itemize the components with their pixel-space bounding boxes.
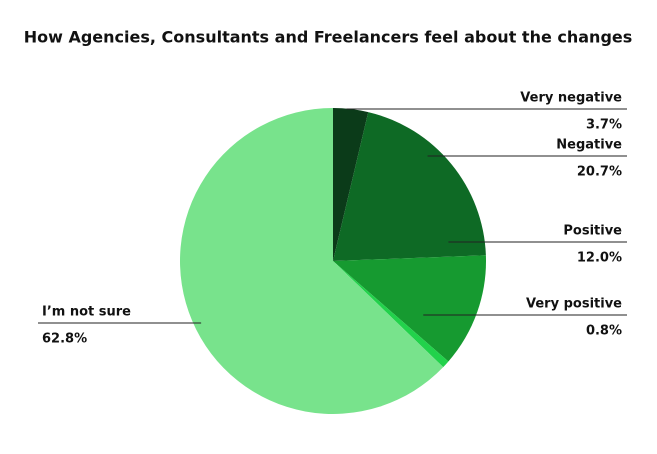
pie-slice	[333, 261, 449, 368]
legend-label: Very positive	[526, 297, 622, 312]
legend-label: Positive	[563, 224, 622, 239]
legend-label: I’m not sure	[42, 305, 131, 320]
pie-slice	[333, 108, 369, 261]
data-label: 12.0%	[577, 251, 622, 266]
pie-slice	[333, 112, 486, 261]
chart-title: How Agencies, Consultants and Freelancer…	[24, 28, 633, 47]
data-label: 20.7%	[577, 165, 622, 180]
pie-slice	[333, 255, 486, 362]
data-label: 3.7%	[586, 118, 622, 133]
legend-label: Very negative	[520, 91, 622, 106]
data-label: 62.8%	[42, 332, 87, 347]
pie-slice	[179, 108, 444, 414]
legend-label: Negative	[556, 138, 622, 153]
data-label: 0.8%	[586, 324, 622, 339]
